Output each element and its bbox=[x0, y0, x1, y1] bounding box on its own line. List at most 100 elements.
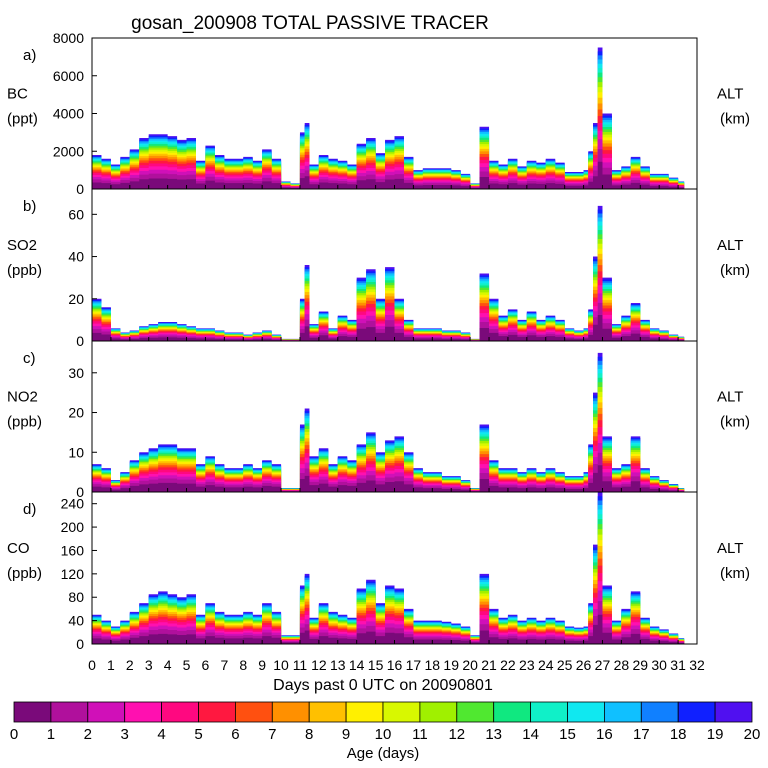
colorbar-swatch bbox=[640, 701, 679, 723]
y-tick-label: 40 bbox=[68, 249, 84, 265]
y-tick-label: 240 bbox=[61, 496, 85, 512]
x-tick-label: 21 bbox=[481, 657, 497, 673]
y-tick-label: 6000 bbox=[53, 68, 84, 84]
panel-so2: 0 20 40 60 b) SO2 (ppb) ALT (km) bbox=[7, 188, 750, 349]
x-tick-label: 11 bbox=[293, 657, 308, 673]
age-band-0-co bbox=[92, 614, 685, 644]
x-axis: 0 1 2 3 4 5 6 7 8 9 10 11 12 13 14 15 16 17 18 19 20 21 22 23 24… bbox=[88, 657, 705, 694]
right-label: ALT bbox=[717, 389, 743, 406]
unit-label: (ppb) bbox=[7, 565, 42, 582]
species-label: SO2 bbox=[7, 237, 37, 254]
colorbar-swatch bbox=[198, 701, 236, 723]
panel-letter: a) bbox=[23, 47, 36, 64]
colorbar-tick-label: 20 bbox=[744, 726, 761, 743]
colorbar-swatch bbox=[382, 701, 421, 723]
species-label: BC bbox=[7, 86, 28, 103]
x-tick-label: 18 bbox=[425, 657, 441, 673]
y-tick-label: 0 bbox=[76, 484, 84, 500]
y-tick-label: 160 bbox=[61, 542, 85, 558]
x-tick-label: 2 bbox=[126, 657, 134, 673]
colorbar-tick-label: 11 bbox=[412, 726, 428, 743]
species-label: NO2 bbox=[7, 389, 38, 406]
colorbar-swatch bbox=[419, 701, 458, 723]
colorbar-tick-label: 2 bbox=[84, 726, 92, 743]
age-band-3-so2 bbox=[92, 285, 685, 341]
y-tick-label: 4000 bbox=[53, 106, 84, 122]
colorbar-tick-label: 15 bbox=[559, 726, 576, 743]
colorbar-swatch bbox=[234, 701, 273, 723]
y-tick-label: 8000 bbox=[53, 30, 84, 46]
colorbar-tick-label: 16 bbox=[596, 726, 613, 743]
right-unit: (km) bbox=[720, 565, 750, 582]
colorbar-swatch bbox=[677, 701, 716, 723]
x-tick-label: 12 bbox=[311, 657, 327, 673]
colorbar-tick-label: 17 bbox=[633, 726, 650, 743]
panel-letter: d) bbox=[23, 501, 36, 518]
x-tick-label: 22 bbox=[500, 657, 516, 673]
y-tick-label: 60 bbox=[68, 206, 84, 222]
colorbar-swatch bbox=[308, 701, 347, 723]
x-tick-label: 19 bbox=[443, 657, 459, 673]
right-unit: (km) bbox=[720, 262, 750, 279]
y-tick-label: 120 bbox=[61, 566, 85, 582]
colorbar-tick-label: 10 bbox=[375, 726, 392, 743]
x-tick-label: 1 bbox=[107, 657, 115, 673]
age-band-4-so2 bbox=[92, 277, 685, 341]
y-tick-label: 0 bbox=[76, 333, 84, 349]
colorbar-swatch bbox=[87, 701, 126, 723]
x-tick-label: 10 bbox=[273, 657, 289, 673]
age-band-0-no2 bbox=[92, 465, 685, 492]
unit-label: (ppb) bbox=[7, 262, 42, 279]
x-tick-label: 30 bbox=[651, 657, 667, 673]
colorbar-tick-label: 5 bbox=[194, 726, 202, 743]
panels: 02000400060008000a)BC(ppt)ALT(km)0204060… bbox=[7, 30, 750, 652]
x-tick-label: 9 bbox=[258, 657, 266, 673]
age-band-1-so2 bbox=[92, 302, 685, 341]
x-tick-label: 16 bbox=[387, 657, 403, 673]
right-label: ALT bbox=[717, 86, 743, 103]
x-tick-label: 31 bbox=[670, 657, 686, 673]
age-band-0-so2 bbox=[92, 314, 685, 341]
x-tick-label: 25 bbox=[557, 657, 573, 673]
age-band-0-bc bbox=[92, 161, 685, 189]
y-tick-label: 20 bbox=[68, 291, 84, 307]
x-tick-label: 4 bbox=[164, 657, 172, 673]
x-tick-label: 24 bbox=[538, 657, 554, 673]
y-tick-label: 200 bbox=[61, 519, 85, 535]
x-tick-label: 29 bbox=[632, 657, 648, 673]
colorbar-tick-label: 6 bbox=[231, 726, 239, 743]
colorbar-tick-label: 13 bbox=[485, 726, 502, 743]
right-label: ALT bbox=[717, 540, 743, 557]
y-tick-label: 0 bbox=[76, 181, 84, 197]
right-unit: (km) bbox=[720, 111, 750, 128]
colorbar-tick-label: 19 bbox=[707, 726, 724, 743]
x-axis-label: Days past 0 UTC on 20090801 bbox=[273, 677, 493, 694]
x-tick-label: 23 bbox=[519, 657, 535, 673]
colorbar-tick-label: 12 bbox=[448, 726, 465, 743]
y-tick-label: 20 bbox=[68, 405, 84, 421]
x-tick-label: 13 bbox=[330, 657, 346, 673]
right-label: ALT bbox=[717, 237, 743, 254]
colorbar-swatch bbox=[13, 701, 52, 723]
y-tick-label: 30 bbox=[68, 365, 84, 381]
colorbar-swatch bbox=[530, 701, 568, 723]
colorbar-tick-label: 4 bbox=[157, 726, 165, 743]
colorbar-tick-label: 8 bbox=[305, 726, 313, 743]
colorbar-swatch bbox=[124, 701, 162, 723]
y-tick-label: 10 bbox=[68, 444, 84, 460]
y-tick-label: 40 bbox=[68, 613, 84, 629]
colorbar-tick-label: 3 bbox=[121, 726, 129, 743]
x-tick-label: 26 bbox=[576, 657, 592, 673]
right-unit: (km) bbox=[720, 414, 750, 431]
x-tick-label: 28 bbox=[614, 657, 630, 673]
colorbar-swatch bbox=[604, 701, 642, 723]
y-tick-label: 80 bbox=[68, 589, 84, 605]
colorbar-swatch bbox=[50, 701, 89, 723]
colorbar-tick-label: 1 bbox=[47, 726, 55, 743]
y-tick-label: 0 bbox=[76, 636, 84, 652]
panel-co: 0 40 80 120 160 200 240 d) CO (ppb) ALT (km) bbox=[7, 491, 750, 652]
colorbar-swatch bbox=[161, 701, 199, 723]
age-band-2-so2 bbox=[92, 293, 685, 341]
